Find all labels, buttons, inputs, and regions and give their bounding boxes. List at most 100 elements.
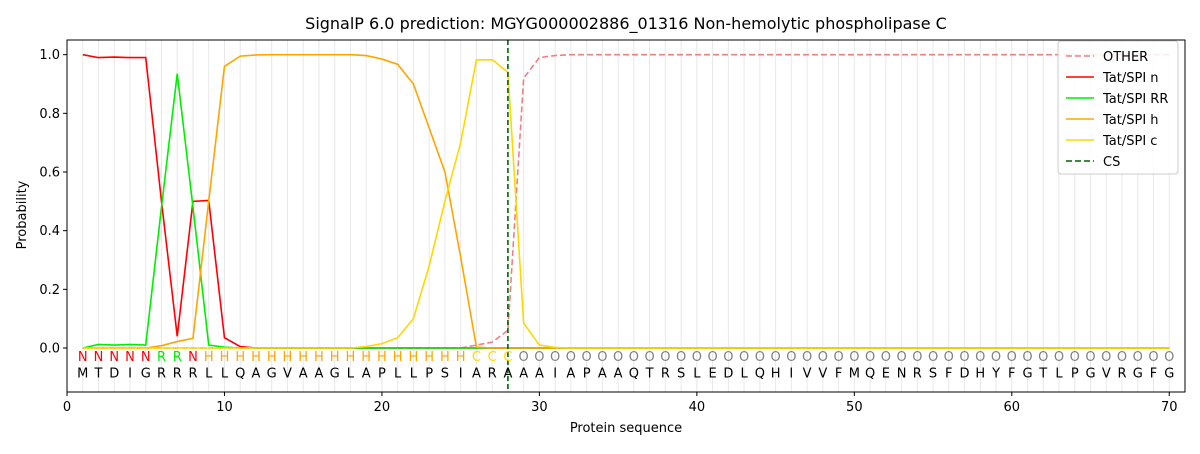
region-label: O bbox=[1148, 350, 1158, 365]
region-label: O bbox=[1038, 350, 1048, 365]
region-label: O bbox=[692, 350, 702, 365]
residue-label: T bbox=[1038, 366, 1047, 381]
x-tick-label: 60 bbox=[1004, 400, 1021, 415]
region-label: H bbox=[330, 350, 340, 365]
region-label: C bbox=[503, 350, 512, 365]
plot-frame bbox=[66, 39, 1186, 393]
residue-label: A bbox=[472, 366, 481, 381]
region-label: N bbox=[94, 350, 104, 365]
x-tick-label: 70 bbox=[1161, 400, 1178, 415]
region-label: H bbox=[204, 350, 214, 365]
residue-label: T bbox=[94, 366, 103, 381]
region-label: O bbox=[944, 350, 954, 365]
residue-label: R bbox=[661, 366, 670, 381]
region-label: C bbox=[488, 350, 497, 365]
region-label: O bbox=[676, 350, 686, 365]
region-label: H bbox=[346, 350, 356, 365]
residue-label: S bbox=[677, 366, 685, 381]
y-axis-label: Probability bbox=[15, 180, 30, 249]
residue-label: A bbox=[362, 366, 371, 381]
region-label: O bbox=[1022, 350, 1032, 365]
residue-label: F bbox=[1150, 366, 1157, 381]
x-tick-label: 40 bbox=[689, 400, 706, 415]
residue-label: G bbox=[1133, 366, 1143, 381]
region-label: O bbox=[786, 350, 796, 365]
series-line bbox=[82, 53, 1170, 349]
region-label: N bbox=[125, 350, 135, 365]
region-label: O bbox=[519, 350, 529, 365]
region-label: O bbox=[959, 350, 969, 365]
region-label: O bbox=[1117, 350, 1127, 365]
region-label: O bbox=[991, 350, 1001, 365]
residue-label: H bbox=[975, 366, 985, 381]
residue-label: R bbox=[913, 366, 922, 381]
region-label: O bbox=[597, 350, 607, 365]
y-tick-label: 0.8 bbox=[39, 107, 60, 122]
y-tick-label: 1.0 bbox=[39, 48, 60, 63]
region-label: H bbox=[267, 350, 277, 365]
region-label: O bbox=[912, 350, 922, 365]
residue-label: R bbox=[188, 366, 197, 381]
residue-label: Q bbox=[235, 366, 245, 381]
region-label: H bbox=[393, 350, 403, 365]
x-tick-label: 20 bbox=[374, 400, 391, 415]
residue-label: F bbox=[1008, 366, 1015, 381]
residue-label: R bbox=[173, 366, 182, 381]
region-label: N bbox=[188, 350, 198, 365]
residue-label: A bbox=[252, 366, 261, 381]
region-label: O bbox=[1164, 350, 1174, 365]
region-label: H bbox=[377, 350, 387, 365]
chart-title: SignalP 6.0 prediction: MGYG000002886_01… bbox=[305, 14, 947, 34]
region-label: O bbox=[582, 350, 592, 365]
region-label: O bbox=[723, 350, 733, 365]
region-label: N bbox=[141, 350, 151, 365]
region-label: H bbox=[409, 350, 419, 365]
residue-label: H bbox=[771, 366, 781, 381]
region-label: N bbox=[109, 350, 119, 365]
region-label: R bbox=[173, 350, 182, 365]
residue-label: G bbox=[141, 366, 151, 381]
region-label: H bbox=[440, 350, 450, 365]
residue-label: L bbox=[1055, 366, 1063, 381]
residue-label: Y bbox=[991, 366, 1000, 381]
residue-label: R bbox=[488, 366, 497, 381]
y-tick-label: 0.0 bbox=[39, 342, 60, 357]
residue-label: F bbox=[945, 366, 952, 381]
legend-label: Tat/SPI RR bbox=[1102, 92, 1168, 107]
region-label: O bbox=[849, 350, 859, 365]
region-label: O bbox=[660, 350, 670, 365]
residue-label: L bbox=[347, 366, 355, 381]
residue-label: S bbox=[441, 366, 449, 381]
region-label: O bbox=[896, 350, 906, 365]
residue-label: L bbox=[740, 366, 748, 381]
y-tick-label: 0.2 bbox=[39, 283, 60, 298]
series-line bbox=[82, 73, 1170, 349]
residue-label: L bbox=[394, 366, 402, 381]
legend-label: OTHER bbox=[1103, 50, 1148, 65]
residue-label: Q bbox=[755, 366, 765, 381]
region-label: O bbox=[1133, 350, 1143, 365]
region-label: O bbox=[1070, 350, 1080, 365]
region-label: O bbox=[534, 350, 544, 365]
residue-label: V bbox=[283, 366, 292, 381]
residue-label: Q bbox=[865, 366, 875, 381]
residue-label: G bbox=[1164, 366, 1174, 381]
region-label: H bbox=[456, 350, 466, 365]
y-tick-label: 0.6 bbox=[39, 166, 60, 181]
region-label: O bbox=[645, 350, 655, 365]
region-label: O bbox=[1101, 350, 1111, 365]
residue-label: V bbox=[818, 366, 827, 381]
residue-label: A bbox=[503, 366, 512, 381]
series-line bbox=[82, 58, 1170, 349]
legend-label: CS bbox=[1103, 155, 1120, 170]
region-label: H bbox=[251, 350, 261, 365]
region-label: H bbox=[361, 350, 371, 365]
region-label: H bbox=[283, 350, 293, 365]
residue-label: D bbox=[960, 366, 970, 381]
residue-label: E bbox=[882, 366, 890, 381]
residue-label: L bbox=[221, 366, 229, 381]
region-label: O bbox=[770, 350, 780, 365]
region-label: O bbox=[865, 350, 875, 365]
region-label: O bbox=[755, 350, 765, 365]
region-label: H bbox=[298, 350, 308, 365]
